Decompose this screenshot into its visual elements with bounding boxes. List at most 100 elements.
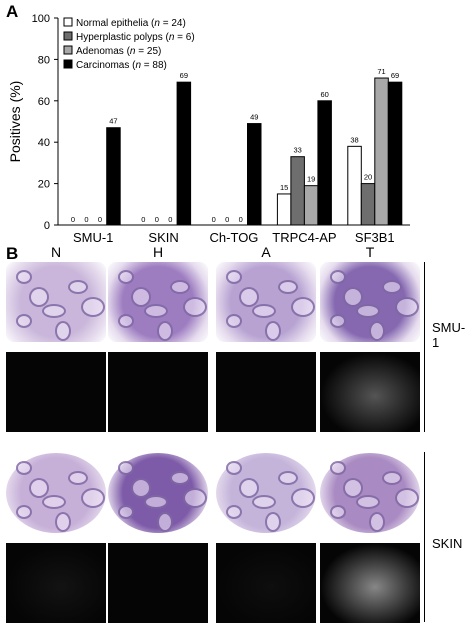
bar-value-label: 33 — [293, 146, 301, 155]
tissue-core — [320, 262, 420, 342]
gland-structure — [16, 461, 32, 475]
bar — [106, 127, 121, 226]
fluorescence-tile — [108, 352, 208, 432]
gland-structure — [226, 461, 242, 475]
column-label: T — [365, 244, 375, 260]
legend-swatch — [63, 45, 73, 55]
gland-structure — [239, 478, 259, 498]
he-stain-tile — [216, 262, 316, 342]
gland-structure — [395, 297, 419, 317]
fluorescence-tile — [216, 543, 316, 623]
y-tick-label: 100 — [32, 13, 50, 25]
bar — [176, 81, 192, 226]
column-label: N — [50, 244, 62, 260]
gland-structure — [356, 495, 380, 509]
tissue-core — [6, 262, 106, 342]
bar-value-label: 0 — [155, 215, 159, 224]
fluorescence-tile — [216, 352, 316, 432]
he-stain-tile — [216, 453, 316, 533]
bar — [387, 81, 403, 226]
gland-structure — [330, 505, 346, 519]
bar-value-label: 0 — [98, 215, 102, 224]
bar-value-label: 71 — [377, 67, 385, 76]
bar — [360, 183, 376, 226]
fluorescence-tile — [108, 543, 208, 623]
y-tick-label: 20 — [38, 179, 50, 191]
legend-label: Normal epithelia (n = 24) — [76, 18, 186, 29]
bar-value-label: 60 — [320, 90, 328, 99]
fluorescence-tile — [6, 543, 106, 623]
gland-structure — [170, 471, 190, 485]
tissue-core — [320, 453, 420, 533]
gland-structure — [291, 488, 315, 508]
gland-structure — [29, 287, 49, 307]
gland-structure — [330, 461, 346, 475]
bar-value-label: 0 — [84, 215, 88, 224]
gland-structure — [395, 488, 419, 508]
gland-structure — [16, 314, 32, 328]
gland-structure — [252, 304, 276, 318]
gland-structure — [81, 297, 105, 317]
gland-structure — [42, 495, 66, 509]
gland-structure — [382, 280, 402, 294]
legend-swatch — [63, 17, 73, 27]
gland-structure — [183, 297, 207, 317]
fluorescence-tile — [320, 543, 420, 623]
bar-value-label: 15 — [280, 183, 288, 192]
gland-structure — [183, 488, 207, 508]
gland-structure — [157, 321, 173, 341]
gland-structure — [68, 471, 88, 485]
category-label: TRPC4-AP — [272, 230, 336, 245]
gland-structure — [226, 314, 242, 328]
gland-structure — [131, 287, 151, 307]
bar-value-label: 69 — [180, 71, 188, 80]
gland-structure — [239, 287, 259, 307]
y-tick-label: 40 — [38, 137, 50, 149]
gland-structure — [278, 280, 298, 294]
fluorescence-tile — [320, 352, 420, 432]
bar-value-label: 0 — [225, 215, 229, 224]
bar-value-label: 19 — [307, 175, 315, 184]
he-stain-tile — [6, 262, 106, 342]
bar-value-label: 0 — [71, 215, 75, 224]
panel-b-label: B — [6, 244, 19, 263]
row-bracket — [424, 452, 425, 622]
gland-structure — [16, 270, 32, 284]
column-label: A — [261, 244, 271, 260]
bar-value-label: 49 — [250, 113, 258, 122]
tissue-core — [108, 262, 208, 342]
bar-value-label: 47 — [109, 117, 117, 126]
he-stain-tile — [108, 262, 208, 342]
tissue-core — [216, 453, 316, 533]
gland-structure — [226, 505, 242, 519]
gland-structure — [343, 478, 363, 498]
category-label: SKIN — [148, 230, 178, 245]
legend-label: Adenomas (n = 25) — [76, 46, 161, 57]
bar — [374, 77, 389, 226]
legend-label: Carcinomas (n = 88) — [76, 60, 167, 71]
gland-structure — [68, 280, 88, 294]
gland-structure — [226, 270, 242, 284]
gland-structure — [330, 314, 346, 328]
legend-label: Hyperplastic polyps (n = 6) — [76, 32, 195, 43]
gland-structure — [55, 512, 71, 532]
row-label: SMU-1 — [432, 320, 466, 350]
bar — [317, 100, 332, 226]
y-tick-label: 60 — [38, 96, 50, 108]
y-tick-label: 0 — [44, 220, 50, 232]
bar-value-label: 0 — [168, 215, 172, 224]
gland-structure — [356, 304, 380, 318]
row-label: SKIN — [432, 536, 463, 551]
bar-value-label: 20 — [364, 173, 372, 182]
bar-value-label: 69 — [391, 71, 399, 80]
gland-structure — [118, 314, 134, 328]
gland-structure — [157, 512, 173, 532]
bar — [303, 185, 319, 226]
tissue-core — [216, 262, 316, 342]
bar — [290, 156, 305, 226]
he-stain-tile — [320, 262, 420, 342]
category-label: Ch-TOG — [210, 230, 259, 245]
bar-value-label: 0 — [212, 215, 216, 224]
gland-structure — [118, 461, 134, 475]
